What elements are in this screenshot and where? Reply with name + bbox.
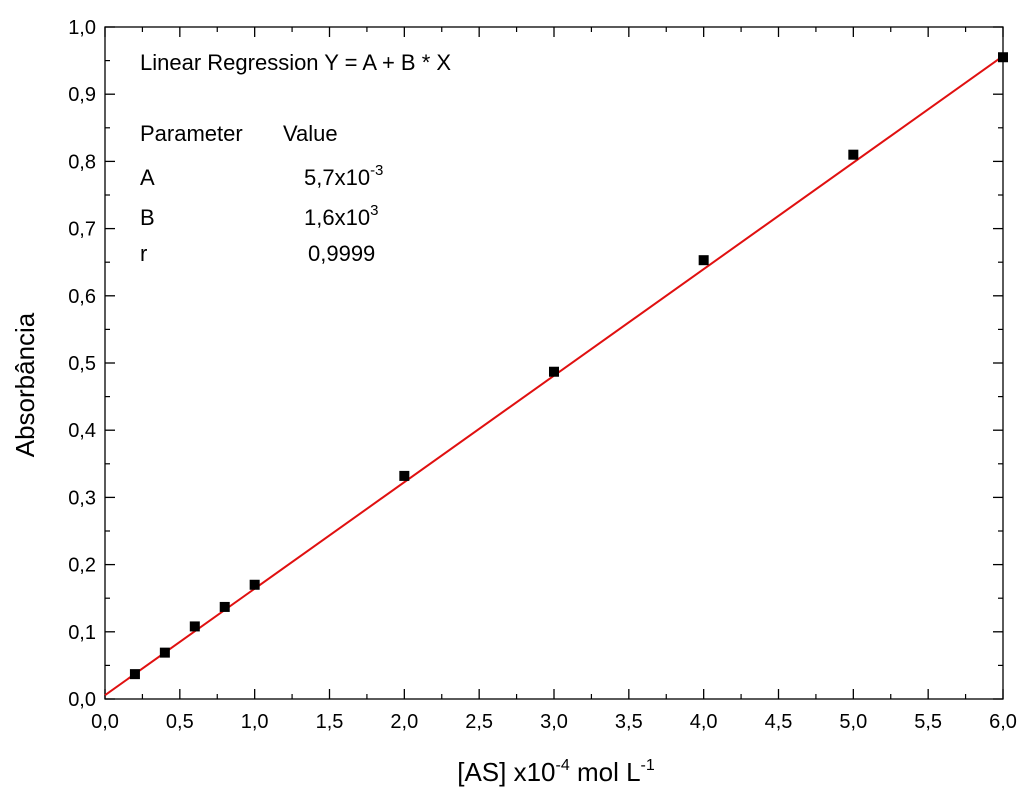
annotation-param-a: A [140, 165, 155, 190]
data-point [219, 601, 230, 612]
data-point [698, 255, 709, 266]
annotation-header-parameter: Parameter [140, 121, 243, 146]
y-tick-label: 0,7 [68, 219, 96, 241]
data-point [159, 647, 170, 658]
x-tick-label: 0,0 [91, 711, 119, 733]
x-axis-title: [AS] x10-4 mol L-1 [457, 757, 655, 787]
x-tick-label: 3,0 [540, 711, 568, 733]
x-tick-label: 5,0 [839, 711, 867, 733]
data-points [129, 52, 1008, 680]
y-tick-label: 1,0 [68, 17, 96, 39]
annotation-header-value: Value [283, 121, 338, 146]
regression-annotation: Linear Regression Y = A + B * X Paramete… [140, 50, 451, 266]
x-tick-label: 4,0 [690, 711, 718, 733]
annotation-param-b: B [140, 205, 155, 230]
x-tick-label: 2,5 [465, 711, 493, 733]
y-axis: 0,0 0,1 0,2 0,3 0,4 0,5 0,6 0,7 0,8 0,9 1,0 [68, 17, 1003, 711]
x-tick-label: 4,5 [765, 711, 793, 733]
annotation-value-r: 0,9999 [308, 241, 375, 266]
x-tick-label: 1,5 [316, 711, 344, 733]
annotation-title: Linear Regression Y = A + B * X [140, 50, 451, 75]
annotation-value-a: 5,7x10-3 [304, 162, 383, 190]
data-point [249, 579, 260, 590]
x-axis: 0,0 0,5 1,0 1,5 2,0 2,5 3,0 3,5 4,0 4,5 5,0 5,5 6,0 [91, 27, 1017, 733]
y-axis-title: Absorbância [10, 312, 40, 457]
y-tick-label: 0,1 [68, 622, 96, 644]
y-tick-label: 0,3 [68, 487, 96, 509]
annotation-value-b: 1,6x103 [304, 202, 378, 230]
x-tick-label: 5,5 [914, 711, 942, 733]
data-point [848, 149, 859, 160]
x-tick-label: 0,5 [166, 711, 194, 733]
data-point [549, 366, 559, 377]
y-tick-label: 0,5 [68, 353, 96, 375]
y-tick-label: 0,6 [68, 286, 96, 308]
x-tick-label: 2,0 [390, 711, 418, 733]
data-point [129, 669, 140, 680]
y-tick-label: 0,0 [68, 689, 96, 711]
x-tick-label: 3,5 [615, 711, 643, 733]
data-point [399, 470, 410, 481]
y-tick-label: 0,4 [68, 420, 96, 442]
y-tick-label: 0,9 [68, 84, 96, 106]
y-tick-label: 0,2 [68, 555, 96, 577]
x-tick-label: 6,0 [989, 711, 1017, 733]
data-point [998, 52, 1008, 63]
data-point [189, 621, 200, 632]
annotation-param-r: r [140, 241, 147, 266]
x-tick-label: 1,0 [241, 711, 269, 733]
y-tick-label: 0,8 [68, 151, 96, 173]
